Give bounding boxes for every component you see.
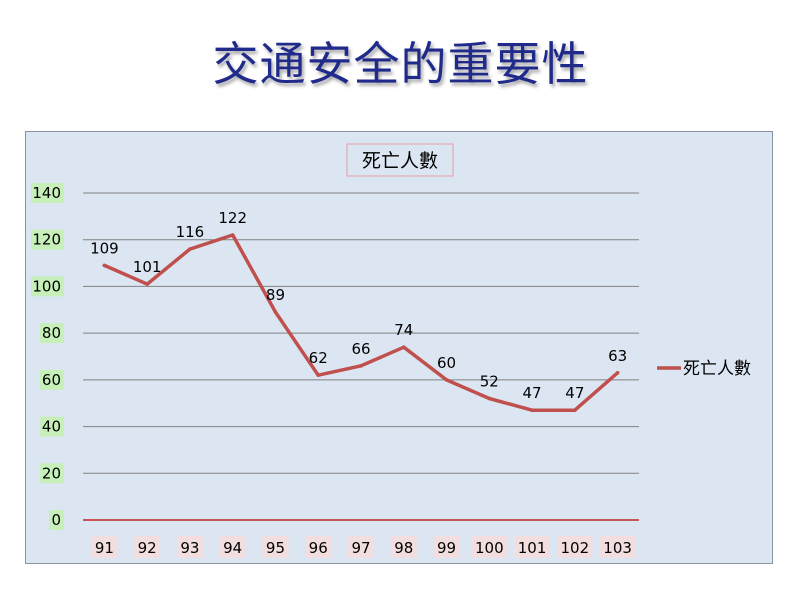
- data-label: 60: [437, 354, 456, 372]
- series-layer: [102, 233, 620, 413]
- data-point: [359, 364, 363, 368]
- data-label: 89: [266, 286, 285, 304]
- data-point: [145, 282, 149, 286]
- data-point: [444, 378, 449, 382]
- data-label: 47: [565, 384, 584, 402]
- x-tick-label-bg: [348, 536, 374, 558]
- y-tick-label: 60: [42, 371, 61, 389]
- y-tick-label-bg: [40, 369, 64, 390]
- y-tick-label-bg: [40, 463, 64, 484]
- x-tick-label: 92: [138, 539, 157, 557]
- x-tick-label-bg: [176, 536, 203, 558]
- chart-title: 死亡人數: [362, 150, 438, 172]
- x-tick-label: 93: [180, 539, 199, 557]
- data-point: [401, 345, 406, 349]
- y-tick-label-bg: [49, 510, 64, 530]
- data-point: [188, 247, 192, 251]
- y-tick-label-bg: [31, 276, 64, 297]
- x-tick-label: 100: [475, 539, 504, 557]
- x-tick-label-bg: [219, 536, 246, 558]
- data-point: [273, 310, 278, 314]
- legend-label: 死亡人數: [683, 359, 751, 379]
- x-tick-label-bg: [600, 536, 636, 558]
- y-tick-label-bg: [31, 183, 64, 203]
- y-tick-label-bg: [31, 229, 64, 250]
- x-tick-label-bg: [433, 536, 460, 558]
- x-tick-label: 95: [266, 539, 285, 557]
- x-tick-label-bg: [305, 536, 332, 558]
- x-tick-label-bg: [514, 536, 550, 558]
- x-tick-label-bg: [134, 536, 161, 558]
- y-axis-ticks: 0 20 40 60 80 100 120 140: [31, 183, 64, 530]
- data-point: [102, 263, 107, 268]
- data-label: 62: [309, 349, 328, 367]
- x-tick-label: 96: [309, 539, 328, 557]
- x-axis-ticks: 91 92 93 94 95 96 97 98 99 100 101 102 103: [91, 536, 636, 558]
- x-tick-label: 102: [561, 539, 590, 557]
- data-label: 122: [218, 209, 247, 227]
- data-label: 52: [480, 373, 499, 391]
- gridlines: [83, 192, 639, 474]
- y-tick-label: 0: [51, 511, 61, 529]
- data-point: [573, 408, 577, 413]
- data-label: 116: [176, 223, 205, 241]
- y-tick-label: 100: [32, 277, 61, 295]
- data-label: 101: [133, 258, 162, 276]
- data-label: 66: [351, 340, 370, 358]
- data-point: [615, 371, 620, 375]
- y-tick-label: 40: [42, 418, 61, 436]
- x-tick-label-bg: [390, 536, 417, 558]
- y-tick-label: 20: [42, 464, 61, 482]
- x-tick-label: 97: [351, 539, 370, 557]
- y-tick-label: 140: [32, 184, 61, 202]
- data-label: 109: [90, 239, 119, 257]
- data-label: 74: [394, 321, 413, 339]
- y-tick-label-bg: [40, 416, 64, 437]
- legend: 死亡人數: [657, 359, 751, 379]
- y-tick-label: 80: [42, 324, 61, 342]
- x-tick-label: 94: [223, 539, 242, 557]
- data-label: 63: [608, 347, 627, 365]
- data-labels: 109 101 116 122 89 62 66 74 60 52 47 47 63: [90, 209, 627, 402]
- slide-title: 交通安全的重要性: [212, 37, 589, 91]
- x-tick-label: 91: [95, 539, 114, 557]
- y-tick-label-bg: [40, 323, 64, 344]
- x-tick-label-bg: [262, 536, 289, 558]
- x-tick-label: 103: [603, 539, 632, 557]
- data-point: [230, 233, 235, 237]
- x-tick-label-bg: [557, 536, 593, 558]
- x-tick-label: 98: [394, 539, 413, 557]
- data-point: [487, 396, 492, 401]
- chart-area: 死亡人數 0 20 40 60 80 100 120 140 91 92 93 94 95 96 97 98…: [25, 131, 773, 564]
- data-label: 47: [523, 384, 542, 402]
- y-tick-label: 120: [32, 231, 61, 249]
- line-chart: 死亡人數 0 20 40 60 80 100 120 140 91 92 93 94 95 96 97 98…: [31, 143, 751, 558]
- data-point: [530, 408, 534, 413]
- x-tick-label-bg: [471, 536, 507, 558]
- x-tick-label: 101: [518, 539, 547, 557]
- chart-title-box: 死亡人數: [346, 143, 454, 177]
- x-tick-label-bg: [91, 536, 118, 558]
- x-tick-label: 99: [437, 539, 456, 557]
- data-point: [316, 373, 321, 377]
